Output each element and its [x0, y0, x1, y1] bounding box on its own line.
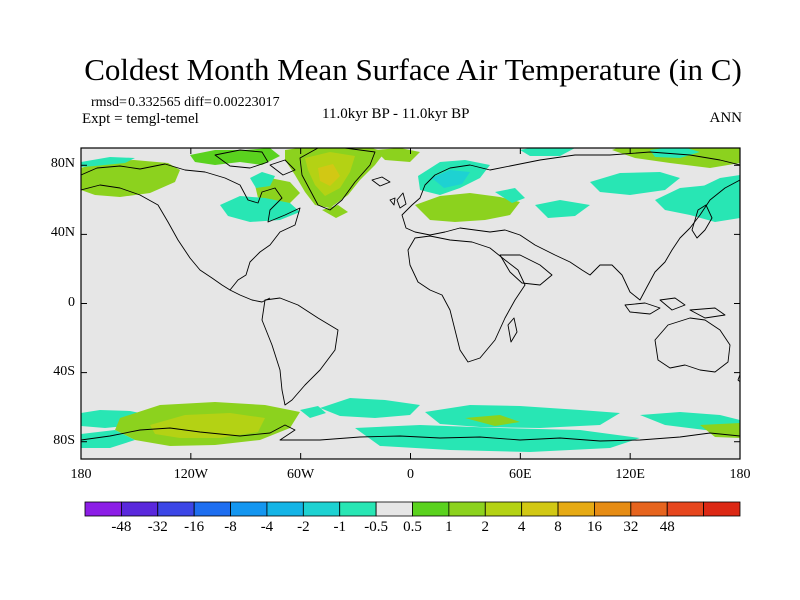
coast-south-america: [261, 297, 339, 406]
colorbar-swatch: [703, 501, 741, 517]
lon-tick-label: 60E: [509, 467, 532, 482]
colorbar: [84, 501, 741, 517]
lat-tick-label: 40N: [50, 225, 75, 241]
lat-tick-label: 80S: [53, 432, 75, 448]
colorbar-swatch: [412, 501, 450, 517]
anomaly-arctic-siberia-cool: [650, 148, 700, 158]
colorbar-swatch: [120, 501, 159, 517]
lon-tick-label: 60W: [287, 467, 315, 482]
anomaly-labrador: [220, 196, 300, 222]
colorbar-swatch: [557, 501, 595, 517]
anomaly-east-europe-edge: [495, 188, 525, 203]
anomaly-indian-sector: [425, 405, 620, 428]
anomaly-barents: [520, 148, 575, 156]
colorbar-label: -48: [111, 519, 132, 535]
coastline-layer: [81, 148, 740, 442]
colorbar-swatch: [193, 501, 231, 517]
lat-tick-label: 80N: [50, 156, 75, 172]
colorbar-swatch: [630, 501, 668, 517]
stats-line: rmsd= 0.332565 diff= 0.00223017: [91, 95, 280, 111]
anomaly-alaska: [81, 160, 180, 197]
diff-value: 0.00223017: [213, 95, 280, 110]
colorbar-label: -16: [184, 519, 205, 535]
coast-japan: [691, 204, 713, 239]
map-ticks: [80, 148, 741, 459]
coast-north-america: [81, 163, 301, 291]
coast-eurasia: [401, 151, 740, 301]
anomaly-west-siberia: [590, 172, 680, 195]
anomaly-antarctic-edge-cool: [81, 430, 135, 448]
coast-africa: [407, 235, 526, 363]
colorbar-label: 0.5: [403, 519, 422, 535]
anomaly-west-antarctic-core: [150, 413, 265, 438]
colorbar-swatch: [594, 501, 632, 517]
colorbar-label: 32: [623, 519, 639, 535]
coast-australia: [654, 317, 731, 373]
colorbar-label: 4: [517, 519, 526, 535]
anomaly-arctic-siberia: [612, 148, 740, 168]
anomaly-europe-inner: [432, 170, 470, 188]
colorbar-label: -0.5: [364, 519, 388, 535]
lon-tick-label: 120E: [615, 467, 645, 482]
anomaly-iceland-sea: [375, 148, 420, 162]
colorbar-swatch: [521, 501, 559, 517]
colorbar-label: -8: [224, 519, 237, 535]
colorbar-label: 8: [554, 519, 562, 535]
colorbar-swatch: [266, 501, 304, 517]
coast-indonesia: [624, 297, 726, 319]
coast-arctic-islands: [214, 149, 296, 176]
anomaly-eastern-europe: [415, 193, 520, 222]
lon-tick-label: 180: [70, 467, 92, 482]
diff-label: diff=: [184, 95, 212, 110]
coast-greenland: [299, 148, 376, 211]
anomaly-southern-small: [300, 406, 326, 418]
lon-tick-label: 0: [407, 467, 414, 482]
coast-madagascar: [507, 317, 518, 343]
anomaly-greenland-se-cool: [250, 172, 275, 188]
anomaly-ne-asia: [695, 175, 740, 195]
coast-iceland: [371, 176, 391, 187]
anomaly-caspian-cool: [535, 200, 590, 218]
colorbar-swatch: [484, 501, 523, 517]
lat-tick-label: 40S: [53, 363, 75, 379]
colorbar-label: 16: [586, 519, 602, 535]
colorbar-label: 48: [659, 519, 675, 535]
anomaly-canada-arctic: [190, 148, 280, 165]
coast-british-isles: [389, 192, 407, 209]
colorbar-label: -4: [260, 519, 274, 535]
experiment-label: Expt = temgl-temel: [82, 111, 199, 127]
colorbar-swatch: [339, 501, 377, 517]
coast-arabia: [499, 254, 553, 286]
season-label: ANN: [709, 110, 743, 126]
anomaly-ross-warm: [700, 423, 740, 438]
rmsd-label: rmsd=: [91, 95, 127, 110]
colorbar-swatch: [666, 501, 705, 517]
colorbar-label: -2: [297, 519, 310, 535]
colorbar-swatch: [230, 501, 268, 517]
anomaly-antarctic-warm-patch: [465, 415, 520, 426]
anomaly-atlantic-small: [322, 205, 348, 218]
colorbar-swatch: [302, 501, 341, 517]
map-title: Coldest Month Mean Surface Air Temperatu…: [84, 52, 742, 87]
colorbar-swatch: [448, 501, 486, 517]
period-label: 11.0kyr BP - 11.0kyr BP: [322, 106, 470, 122]
coast-antarctica: [81, 424, 740, 442]
rmsd-value: 0.332565: [128, 95, 181, 110]
colorbar-label: -32: [147, 519, 168, 535]
colorbar-label: 2: [481, 519, 490, 535]
lon-tick-label: 120W: [173, 467, 208, 482]
anomaly-bering-cool: [81, 157, 135, 167]
colorbar-label: 1: [445, 519, 453, 535]
anomaly-greenland-warm: [318, 164, 340, 186]
anomaly-atlantic-sector: [320, 398, 420, 418]
colorbar-swatch: [157, 501, 195, 517]
lat-tick-label: 0: [68, 294, 75, 310]
colorbar-swatch: [375, 501, 413, 517]
colorbar-label: -1: [333, 519, 346, 535]
anomaly-fill-layer: [81, 148, 740, 452]
lon-tick-label: 180: [729, 467, 751, 482]
colorbar-swatch: [84, 501, 122, 517]
